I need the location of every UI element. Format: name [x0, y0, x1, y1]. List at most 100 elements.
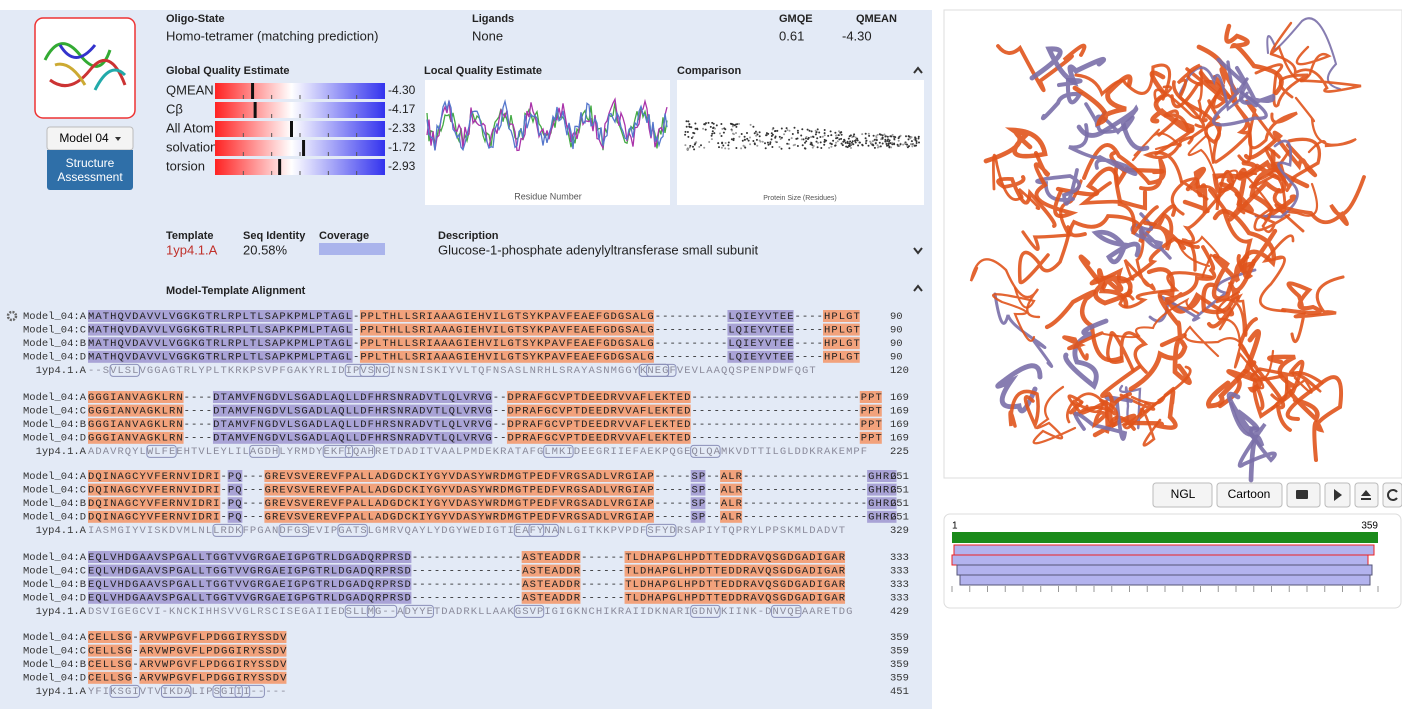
- oligo-value: Homo-tetramer (matching prediction): [166, 28, 378, 43]
- comparison-point: [711, 138, 713, 140]
- row-end: 251: [890, 498, 909, 510]
- comparison-point: [733, 133, 735, 135]
- qmean-value: -4.30: [842, 28, 872, 43]
- comparison-point: [911, 140, 913, 142]
- comparison-point: [708, 122, 710, 124]
- row-end: 225: [890, 446, 909, 458]
- template-coverage: [957, 565, 1372, 575]
- comparison-point: [779, 146, 781, 148]
- comparison-point: [812, 147, 814, 149]
- comparison-point: [727, 144, 729, 146]
- comparison-point: [786, 127, 788, 129]
- row-name: 1yp4.1.A: [36, 365, 87, 377]
- comparison-point: [816, 137, 818, 139]
- template-id[interactable]: 1yp4.1.A: [166, 242, 218, 257]
- sequence: IASMGIYVISKDVMLNLLRDKFPGANDFGSEVIPGATSLG…: [88, 525, 845, 537]
- comparison-point: [877, 144, 879, 146]
- comparison-point: [906, 145, 908, 147]
- identity-label: Seq Identity: [243, 230, 306, 242]
- quality-marker: [251, 83, 254, 99]
- comparison-point: [704, 123, 706, 125]
- comparison-point: [853, 133, 855, 135]
- comparison-point: [904, 143, 906, 145]
- comparison-point: [804, 148, 806, 150]
- comparison-point: [815, 133, 817, 135]
- comparison-point: [856, 138, 858, 140]
- row-name: 1yp4.1.A: [36, 446, 87, 458]
- comparison-point: [847, 146, 849, 148]
- comparison-point: [688, 123, 690, 125]
- comparison-point: [694, 144, 696, 146]
- comparison-point: [769, 141, 771, 143]
- comparison-point: [693, 148, 695, 150]
- row-end: 333: [890, 593, 909, 605]
- comparison-point: [910, 143, 912, 145]
- comparison-point: [871, 144, 873, 146]
- comparison-point: [877, 134, 879, 136]
- comparison-point: [879, 142, 881, 144]
- sequence: DQINAGCYVFERNVIDRI-PQ---GREVSVEREVFPALLA…: [88, 484, 897, 496]
- row-end: 251: [890, 484, 909, 496]
- comparison-point: [850, 147, 852, 149]
- comparison-point: [843, 139, 845, 141]
- refresh-button[interactable]: [1383, 483, 1402, 507]
- comparison-point: [891, 142, 893, 144]
- comparison-point: [815, 130, 817, 132]
- comparison-point: [884, 134, 886, 136]
- comparison-point: [783, 133, 785, 135]
- comparison-point: [772, 128, 774, 130]
- comparison-point: [686, 126, 688, 128]
- comparison-point: [719, 133, 721, 135]
- comparison-point: [911, 145, 913, 147]
- quality-marker: [254, 102, 257, 118]
- comparison-point: [908, 145, 910, 147]
- comparison-point: [764, 142, 766, 144]
- comparison-point: [749, 143, 751, 145]
- comparison-point: [784, 130, 786, 132]
- comparison-point: [853, 135, 855, 137]
- comparison-point: [721, 135, 723, 137]
- row-name: Model_04:B: [23, 498, 86, 510]
- comparison-point: [905, 135, 907, 137]
- quality-value: -2.93: [388, 159, 416, 173]
- comparison-point: [850, 134, 852, 136]
- comparison-point: [865, 142, 867, 144]
- comparison-point: [807, 129, 809, 131]
- comparison-point: [872, 140, 874, 142]
- comparison-point: [848, 138, 850, 140]
- comparison-point: [850, 143, 852, 145]
- row-name: Model_04:D: [23, 352, 86, 364]
- row-end: 329: [890, 525, 909, 537]
- comparison-point: [865, 137, 867, 139]
- comparison-point: [717, 142, 719, 144]
- thumbnail[interactable]: [35, 18, 135, 118]
- sequence: GGGIANVAGKLRN----DTAMVFNGDVLSGADLAQLLDFH…: [88, 419, 882, 431]
- comparison-point: [862, 144, 864, 146]
- sequence: GGGIANVAGKLRN----DTAMVFNGDVLSGADLAQLLDFH…: [88, 405, 882, 417]
- comparison-point: [892, 134, 894, 136]
- row-name: Model_04:C: [23, 405, 86, 417]
- comparison-point: [816, 141, 818, 143]
- comparison-point: [748, 140, 750, 142]
- comparison-point: [767, 142, 769, 144]
- comparison-point: [687, 136, 689, 138]
- comparison-point: [884, 141, 886, 143]
- comparison-point: [694, 123, 696, 125]
- coverage-bar: [319, 243, 385, 255]
- comparison-point: [793, 144, 795, 146]
- row-end: 359: [890, 673, 909, 685]
- comparison-point: [685, 131, 687, 133]
- comparison-point: [841, 134, 843, 136]
- comparison-point: [754, 132, 756, 134]
- row-end: 90: [890, 338, 903, 350]
- quality-name: All Atom: [166, 120, 214, 135]
- comparison-point: [855, 139, 857, 141]
- structure-assessment-button[interactable]: Structure Assessment: [47, 150, 133, 190]
- comparison-point: [691, 137, 693, 139]
- screen: Model 04 Oligo-State Homo-tetramer (matc…: [0, 0, 1402, 709]
- row-end: 251: [890, 471, 909, 483]
- comparison-point: [845, 142, 847, 144]
- row-end: 169: [890, 405, 909, 417]
- comparison-point: [884, 139, 886, 141]
- comparison-point: [740, 147, 742, 149]
